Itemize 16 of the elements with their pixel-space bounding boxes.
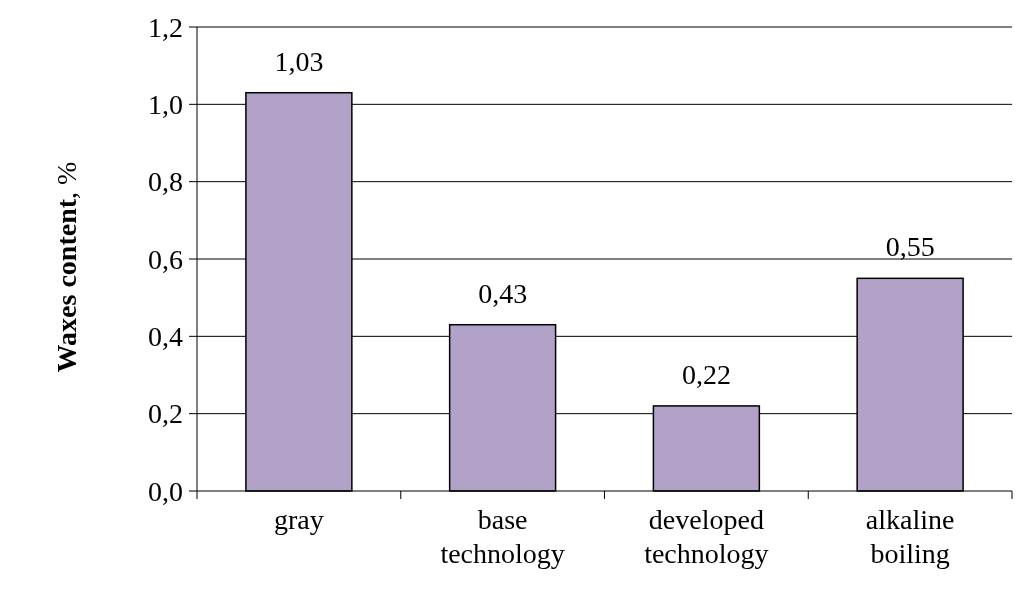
y-tick-label: 0,8 (148, 166, 183, 198)
x-tick-label: alkaline boiling (865, 504, 955, 569)
x-tick-label: developed technology (644, 504, 769, 569)
y-tick-label: 1,0 (148, 89, 183, 121)
x-tick-label: base technology (440, 504, 565, 569)
y-tick-label: 1,2 (148, 11, 183, 43)
y-tick-label: 0,6 (148, 243, 183, 275)
x-tick-label: gray (273, 504, 324, 535)
data-label: 0,22 (681, 358, 731, 390)
data-label: 1,03 (274, 45, 324, 77)
data-label: 0,43 (478, 277, 528, 309)
y-axis-title: Waxes content, % (51, 161, 82, 373)
y-tick-label: 0,0 (148, 475, 183, 507)
data-label: 0,55 (885, 231, 935, 263)
y-tick-label: 0,4 (148, 321, 183, 353)
y-tick-label: 0,2 (148, 398, 183, 430)
